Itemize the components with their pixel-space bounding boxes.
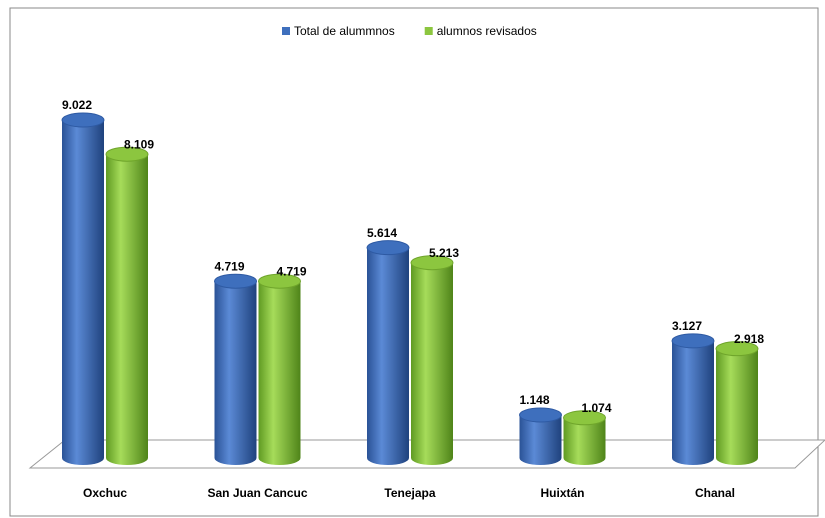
bar-body [106, 154, 148, 466]
bar-top [671, 333, 715, 349]
legend-swatch [282, 27, 290, 35]
data-label: 9.022 [62, 98, 92, 112]
legend-label: alumnos revisados [437, 24, 537, 38]
bar-body [519, 414, 562, 465]
bar-top [61, 112, 105, 128]
bar [105, 146, 149, 466]
bar-top [519, 407, 562, 423]
data-label: 8.109 [124, 137, 154, 151]
x-tick-label: Oxchuc [83, 486, 127, 500]
bar [366, 240, 410, 465]
x-tick-label: San Juan Cancuc [207, 486, 307, 500]
bar-body [716, 348, 758, 465]
bar-body [367, 247, 409, 465]
bar-top [214, 273, 257, 289]
data-label: 5.213 [429, 246, 459, 260]
bar [214, 273, 257, 465]
bar [61, 112, 105, 465]
legend-label: Total de alummnos [294, 24, 395, 38]
bar-top [715, 341, 759, 357]
data-label: 4.719 [214, 259, 244, 273]
frame [9, 7, 819, 517]
legend-swatch [424, 27, 433, 35]
bar-top [366, 240, 410, 256]
bar [410, 255, 454, 465]
data-label: 1.148 [519, 393, 549, 407]
bar-body [258, 281, 301, 465]
bar-body [411, 262, 453, 465]
bar-top [258, 273, 301, 289]
x-tick-label: Tenejapa [384, 486, 435, 500]
data-label: 5.614 [367, 226, 397, 240]
bar-top [105, 146, 149, 162]
bar [519, 407, 562, 465]
bar [671, 333, 715, 465]
bar [258, 273, 301, 465]
data-label: 1.074 [581, 401, 611, 415]
bar [715, 341, 759, 465]
bar-body [563, 417, 606, 465]
bar-body [62, 120, 104, 465]
bar [563, 410, 606, 465]
x-tick-label: Huixtán [540, 486, 584, 500]
bar-top [563, 410, 606, 426]
x-tick-label: Chanal [695, 486, 735, 500]
bar-top [410, 255, 454, 271]
data-label: 4.719 [276, 264, 306, 278]
data-label: 3.127 [672, 319, 702, 333]
data-label: 2.918 [734, 332, 764, 346]
bar-body [214, 281, 257, 465]
bar-body [672, 340, 714, 465]
